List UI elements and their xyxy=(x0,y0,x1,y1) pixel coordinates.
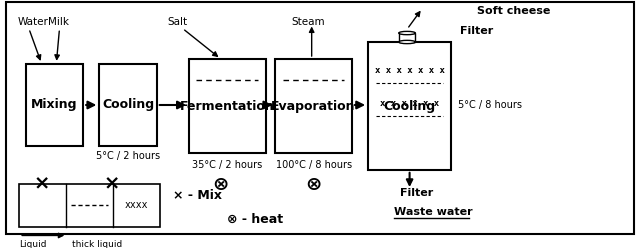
Text: x x x x x x x: x x x x x x x xyxy=(374,66,445,75)
Bar xyxy=(19,184,160,226)
Bar xyxy=(275,59,352,153)
Text: Filter: Filter xyxy=(400,188,433,198)
Text: thick liquid: thick liquid xyxy=(72,240,123,248)
Text: xxxx: xxxx xyxy=(125,200,148,210)
Bar xyxy=(399,33,415,42)
Text: Milk: Milk xyxy=(48,17,69,28)
Bar xyxy=(26,64,83,146)
Text: Salt: Salt xyxy=(168,17,188,28)
Text: ×: × xyxy=(104,175,120,193)
Text: Cooling: Cooling xyxy=(102,98,154,112)
Text: × - Mix: × - Mix xyxy=(173,189,222,202)
Text: ⊗ - heat: ⊗ - heat xyxy=(227,213,284,226)
Ellipse shape xyxy=(399,31,415,35)
Text: 35°C / 2 hours: 35°C / 2 hours xyxy=(192,160,262,170)
Text: ⊗: ⊗ xyxy=(212,175,229,193)
Ellipse shape xyxy=(399,40,415,44)
Text: Waste water: Waste water xyxy=(394,207,472,217)
Text: Filter: Filter xyxy=(460,26,493,36)
Text: 5°C / 2 hours: 5°C / 2 hours xyxy=(96,151,160,161)
Text: Fermentation: Fermentation xyxy=(180,100,275,113)
Text: 5°C / 8 hours: 5°C / 8 hours xyxy=(458,100,522,110)
Text: Mixing: Mixing xyxy=(31,98,77,112)
Text: x x x x x x: x x x x x x xyxy=(380,99,439,108)
Bar xyxy=(368,42,451,170)
Text: Water: Water xyxy=(18,17,49,28)
Text: Evaporation: Evaporation xyxy=(271,100,356,113)
Text: Steam: Steam xyxy=(291,17,325,28)
Bar xyxy=(189,59,266,153)
Text: Soft cheese: Soft cheese xyxy=(477,6,550,16)
Text: ⊗: ⊗ xyxy=(305,175,322,193)
Text: 100°C / 8 hours: 100°C / 8 hours xyxy=(276,160,351,170)
Bar xyxy=(99,64,157,146)
Text: Cooling: Cooling xyxy=(383,100,436,113)
Text: Liquid: Liquid xyxy=(19,240,47,248)
Text: ×: × xyxy=(33,175,50,193)
